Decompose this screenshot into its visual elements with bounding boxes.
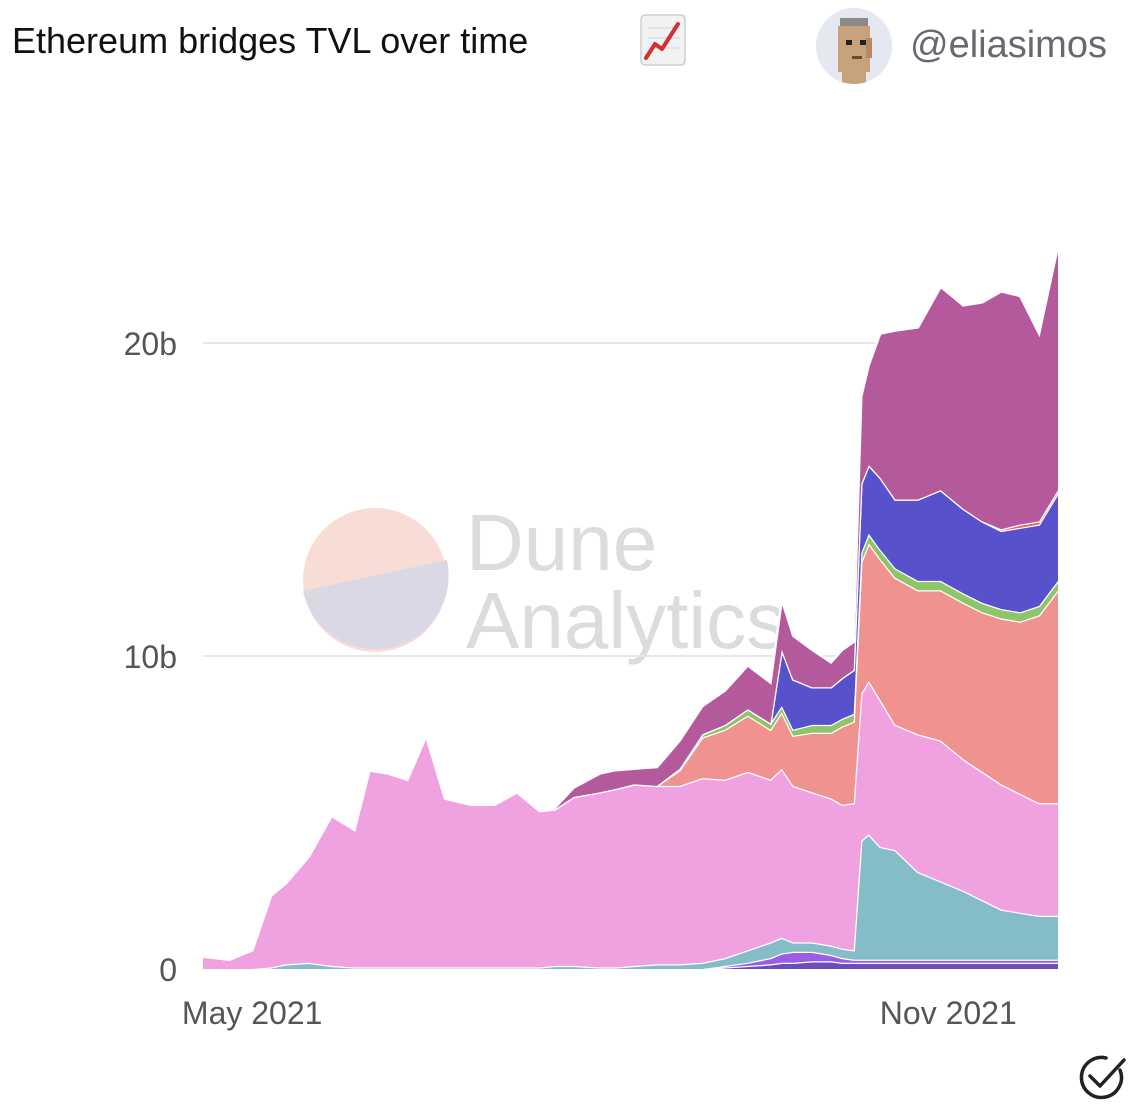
stacked-areas: [202, 245, 1060, 971]
chart-increasing-icon: [640, 14, 686, 66]
dune-logo-icon: [303, 508, 449, 652]
area-series-2: [203, 834, 1058, 969]
watermark-line2: Analytics: [466, 576, 786, 665]
username[interactable]: @eliasimos: [910, 24, 1107, 66]
dune-watermark: Dune Analytics: [303, 498, 786, 665]
check-circle-icon: [1079, 1055, 1126, 1100]
x-axis-ticks: May 2021 Nov 2021: [182, 995, 1017, 1031]
pixel-punk-avatar-icon[interactable]: [816, 8, 892, 84]
y-tick-label: 0: [159, 952, 177, 988]
chart-title: Ethereum bridges TVL over time: [12, 20, 529, 61]
header: Ethereum bridges TVL over time @eliasimo…: [0, 0, 1142, 100]
x-tick-label: Nov 2021: [880, 995, 1017, 1031]
x-tick-label: May 2021: [182, 995, 323, 1031]
y-axis-ticks: 0 10b 20b: [124, 326, 177, 988]
area-series-3: [203, 681, 1058, 969]
watermark-line1: Dune: [466, 498, 657, 587]
y-tick-label: 10b: [124, 639, 177, 675]
y-tick-label: 20b: [124, 326, 177, 362]
area-series-8: [203, 246, 1058, 960]
area-series-edge-8: [202, 245, 1060, 961]
